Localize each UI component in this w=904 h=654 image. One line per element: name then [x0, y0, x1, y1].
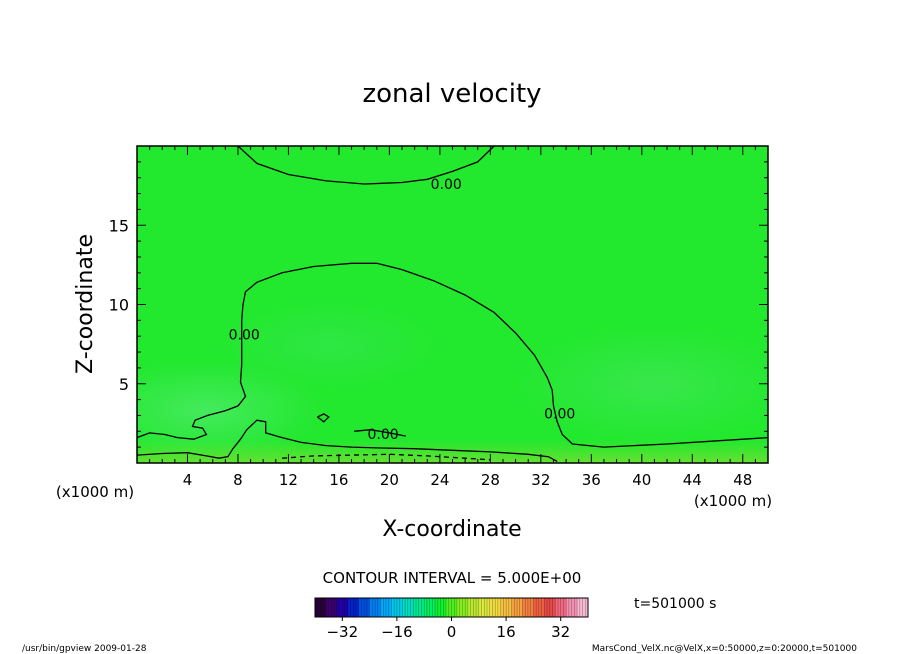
contour-label-2: 0.00 [368, 427, 399, 443]
footer-right: MarsCond_VelX.nc@VelX,x=0:50000,z=0:2000… [592, 644, 857, 654]
plot-area [137, 146, 768, 463]
x-unit-label-right: (x1000 m) [694, 492, 772, 510]
colorbar-segment-3 [347, 598, 360, 617]
colorbar-segment-20 [533, 598, 545, 617]
colorbar-segment-11 [435, 598, 447, 617]
colorbar [314, 598, 589, 617]
x-tick-label-7: 32 [531, 471, 550, 489]
y-tick-label-2: 15 [109, 216, 129, 235]
colorbar-segment-13 [456, 598, 469, 617]
colorbar-tick-label-0: −32 [326, 623, 358, 641]
colorbar-tick-label-2: 0 [447, 623, 457, 641]
x-tick-label-9: 40 [632, 471, 651, 489]
x-tick-label-6: 28 [481, 471, 500, 489]
field-patch-mid [220, 300, 440, 390]
y-tick-label-0: 5 [119, 375, 129, 394]
colorbar-segment-10 [424, 598, 436, 617]
colorbar-segment-8 [402, 598, 414, 617]
x-tick-label-11: 48 [733, 471, 752, 489]
chart-title: zonal velocity [362, 79, 541, 109]
colorbar-segment-21 [544, 598, 556, 617]
x-tick-label-8: 36 [582, 471, 601, 489]
colorbar-segment-18 [511, 598, 523, 617]
footer-left: /usr/bin/gpview 2009-01-28 [22, 644, 147, 654]
x-tick-label-4: 20 [380, 471, 399, 489]
contour-line-0 [237, 146, 495, 185]
colorbar-segment-23 [566, 598, 578, 617]
field-patch-right [515, 325, 768, 445]
y-tick-label-1: 10 [109, 296, 129, 315]
x-axis-label: X-coordinate [382, 517, 521, 542]
contour-interval-text: CONTOUR INTERVAL = 5.000E+00 [323, 569, 582, 587]
colorbar-segment-22 [555, 598, 567, 617]
colorbar-tick-label-3: 16 [497, 623, 516, 641]
colorbar-segment-4 [358, 598, 371, 617]
colorbar-segment-0 [315, 598, 327, 617]
colorbar-segment-16 [489, 598, 502, 617]
contour-line-3 [317, 413, 330, 423]
x-tick-label-0: 4 [183, 471, 193, 489]
x-tick-label-2: 12 [279, 471, 298, 489]
contour-label-3: 0.00 [544, 407, 575, 423]
contour-label-0: 0.00 [431, 177, 462, 193]
colorbar-segment-2 [336, 598, 349, 617]
colorbar-segment-15 [478, 598, 491, 617]
x-tick-label-1: 8 [233, 471, 243, 489]
contour-labels: 0.00 0.00 0.00 0.00 [229, 177, 576, 443]
colorbar-segment-19 [522, 598, 534, 617]
colorbar-tick-label-4: 32 [551, 623, 570, 641]
colorbar-segment-7 [391, 598, 403, 617]
contour-lines [137, 146, 768, 462]
contour-label-1: 0.00 [229, 327, 260, 343]
x-tick-label-3: 16 [329, 471, 348, 489]
contour-line-1 [137, 262, 768, 448]
y-tick-labels: 5 10 15 [109, 216, 129, 394]
contour-line-2 [137, 419, 558, 462]
colorbar-segment-14 [467, 598, 480, 617]
contour-line-5 [282, 453, 491, 461]
field-patch-left [137, 360, 325, 460]
y-axis-label: Z-coordinate [73, 234, 98, 374]
colorbar-segment-17 [500, 598, 513, 617]
colorbar-segment-5 [369, 598, 382, 617]
x-tick-label-10: 44 [683, 471, 702, 489]
colorbar-ticks: −32 −16 0 16 32 [326, 617, 570, 641]
colorbar-tick-label-1: −16 [381, 623, 413, 641]
contour-line-4 [354, 429, 406, 437]
colorbar-segment-1 [325, 598, 338, 617]
colorbar-segment-6 [380, 598, 392, 617]
x-tick-label-5: 24 [430, 471, 449, 489]
colorbar-segment-12 [446, 598, 458, 617]
x-unit-label-left: (x1000 m) [56, 483, 134, 501]
time-label: t=501000 s [634, 596, 716, 612]
axis-ticks [137, 146, 768, 463]
x-tick-labels: 4 8 12 16 20 24 28 32 36 40 44 48 [183, 471, 753, 489]
colorbar-segment-9 [413, 598, 425, 617]
colorbar-segment-24 [577, 598, 589, 617]
